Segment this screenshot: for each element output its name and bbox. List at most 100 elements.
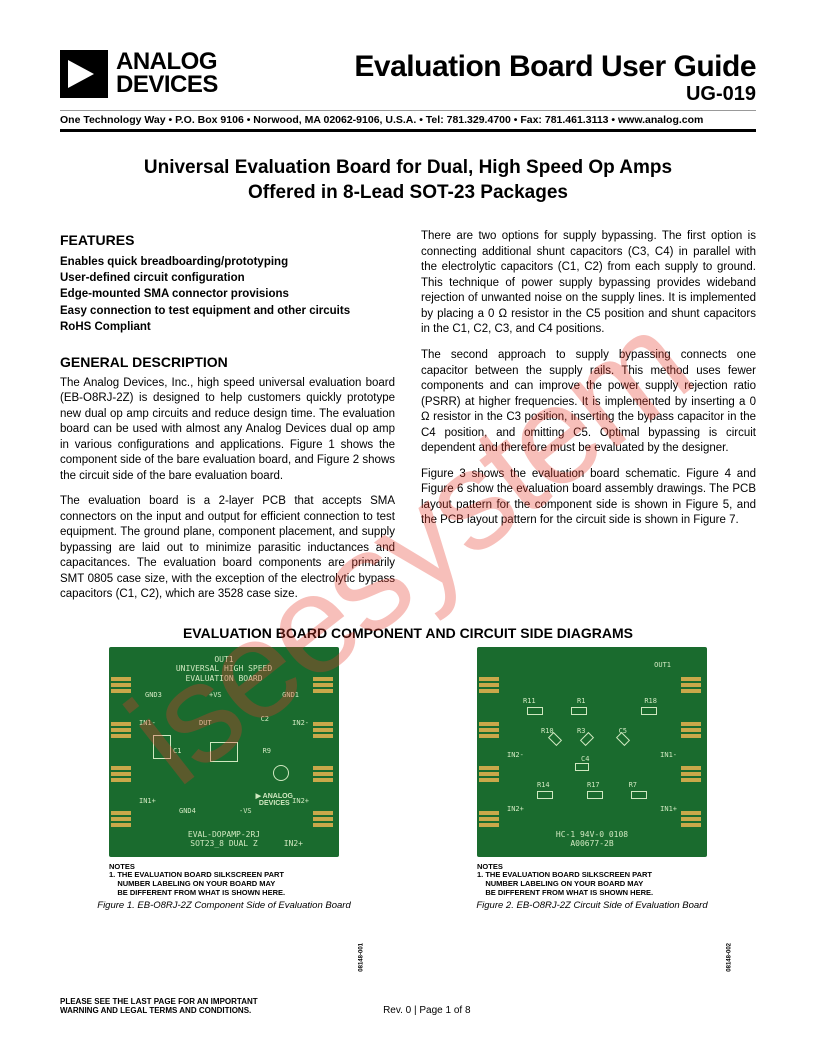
pcb-circuit-side: OUT1 R11 R1 R18 R10 R3 C5 IN2- C4 IN1- R… [477,647,707,857]
pcb-component-side: OUT1 UNIVERSAL HIGH SPEED EVALUATION BOA… [109,647,339,857]
fig1-notes-text: 1. THE EVALUATION BOARD SILKSCREEN PART … [109,870,285,896]
pcb2-b1: HC-1 94V-0 0108 [556,830,628,839]
figure-2-block: OUT1 R11 R1 R18 R10 R3 C5 IN2- C4 IN1- R… [428,647,756,912]
pcb1-gnd1: GND1 [282,691,299,699]
general-heading: GENERAL DESCRIPTION [60,353,395,372]
doc-id: UG-019 [354,83,756,106]
pcb2-comp [527,707,543,715]
footer-w1: PLEASE SEE THE LAST PAGE FOR AN IMPORTAN… [60,997,258,1007]
document-title: Universal Evaluation Board for Dual, Hig… [60,156,756,205]
pcb1-rohs-icon [273,765,289,781]
pcb2-in2m: IN2- [507,751,524,759]
pcb2-comp [548,732,562,746]
pcb2-r1: R1 [577,697,585,705]
fig1-side-code: 08148-001 [359,943,366,972]
pcb1-c2: C2 [261,715,269,723]
features-heading: FEATURES [60,231,395,250]
pcb2-comp [641,707,657,715]
fig2-caption: Figure 2. EB-O8RJ-2Z Circuit Side of Eva… [428,900,756,911]
features-list: Enables quick breadboarding/prototyping … [60,254,395,334]
feature-item: RoHS Compliant [60,319,395,335]
pcb2-r17: R17 [587,781,600,789]
pcb2-b2: A00677-2B [570,839,613,848]
general-p2: The evaluation board is a 2-layer PCB th… [60,494,395,603]
page-container: ANALOG DEVICES Evaluation Board User Gui… [0,0,816,1056]
pcb2-bottom: HC-1 94V-0 0108 A00677-2B [477,830,707,849]
pcb1-in2m: IN2- [292,719,309,727]
page-footer: PLEASE SEE THE LAST PAGE FOR AN IMPORTAN… [60,997,756,1016]
pcb1-t2: UNIVERSAL HIGH SPEED [176,664,272,673]
pcb1-logo-text: ANALOG DEVICES [259,793,293,807]
footer-w2: WARNING AND LEGAL TERMS AND CONDITIONS. [60,1006,258,1016]
pcb2-r14: R14 [537,781,550,789]
pcb2-r18: R18 [644,697,657,705]
pcb1-chip-icon [210,742,238,762]
pcb2-r7: R7 [629,781,637,789]
logo-triangle-icon [60,50,108,98]
figure-1-block: OUT1 UNIVERSAL HIGH SPEED EVALUATION BOA… [60,647,388,912]
pcb1-b2: SOT23_8 DUAL Z [190,839,257,848]
feature-item: Easy connection to test equipment and ot… [60,303,395,319]
pcb1-waste-icon [153,735,171,759]
header-row: ANALOG DEVICES Evaluation Board User Gui… [60,50,756,106]
pcb1-in2p-b: IN2+ [284,839,303,849]
logo-text: ANALOG DEVICES [116,51,218,97]
feature-item: User-defined circuit configuration [60,270,395,286]
pcb2-comp [571,707,587,715]
pcb2-out1: OUT1 [654,661,671,669]
pcb2-comp [587,791,603,799]
pcb1-in2p: IN2+ [292,797,309,805]
pcb1-gnd4: GND4 [179,807,196,815]
pcb1-bottom: EVAL-DOPAMP-2RJ SOT23_8 DUAL Z IN2+ [109,830,339,849]
left-column: FEATURES Enables quick breadboarding/pro… [60,229,395,612]
fig2-notes-text: 1. THE EVALUATION BOARD SILKSCREEN PART … [477,870,653,896]
right-p1: There are two options for supply bypassi… [421,229,756,338]
pcb2-comp [616,732,630,746]
pcb2-comp [631,791,647,799]
pcb1-b1: EVAL-DOPAMP-2RJ [188,830,260,839]
two-column-body: FEATURES Enables quick breadboarding/pro… [60,229,756,612]
pcb2-in2p: IN2+ [507,805,524,813]
pcb2-pads-right [681,647,705,857]
feature-item: Edge-mounted SMA connector provisions [60,286,395,302]
contact-line: One Technology Way • P.O. Box 9106 • Nor… [60,110,756,132]
pcb2-in1m: IN1- [660,751,677,759]
pcb1-in1p: IN1+ [139,797,156,805]
pcb1-title: OUT1 UNIVERSAL HIGH SPEED EVALUATION BOA… [109,655,339,684]
pcb1-r9: R9 [263,747,271,755]
footer-warning: PLEASE SEE THE LAST PAGE FOR AN IMPORTAN… [60,997,258,1016]
pcb1-in1m: IN1- [139,719,156,727]
pcb1-pads-left [111,647,135,857]
pcb2-r3: R3 [577,727,585,735]
pcb1-t3: EVALUATION BOARD [185,674,262,683]
pcb2-comp [575,763,589,771]
right-p2: The second approach to supply bypassing … [421,348,756,457]
pcb2-pads-left [479,647,503,857]
feature-item: Enables quick breadboarding/prototyping [60,254,395,270]
right-p3: Figure 3 shows the evaluation board sche… [421,467,756,529]
logo-block: ANALOG DEVICES [60,50,218,98]
pcb2-r11: R11 [523,697,536,705]
fig1-caption: Figure 1. EB-O8RJ-2Z Component Side of E… [60,900,388,911]
pcb1-vs: +VS [209,691,222,699]
pcb1-c1: C1 [173,747,181,755]
pcb1-mvs: -VS [239,807,252,815]
diagrams-heading: EVALUATION BOARD COMPONENT AND CIRCUIT S… [60,625,756,641]
header-right: Evaluation Board User Guide UG-019 [354,50,756,106]
logo-line2: DEVICES [116,74,218,97]
fig2-notes: NOTES 1. THE EVALUATION BOARD SILKSCREEN… [477,863,707,898]
pcb1-pads-right [313,647,337,857]
title-line2: Offered in 8-Lead SOT-23 Packages [60,181,756,206]
footer-page-info: Rev. 0 | Page 1 of 8 [383,1005,470,1016]
pcb2-comp [537,791,553,799]
pcb1-analog-logo: ▶ ANALOG DEVICES [256,792,293,807]
pcb1-gnd3: GND3 [145,691,162,699]
pcb1-out1: OUT1 [214,655,233,664]
right-column: There are two options for supply bypassi… [421,229,756,612]
doc-type: Evaluation Board User Guide [354,50,756,83]
general-p1: The Analog Devices, Inc., high speed uni… [60,376,395,485]
pcb2-c4: C4 [581,755,589,763]
fig2-side-code: 08148-002 [727,943,734,972]
fig1-notes: NOTES 1. THE EVALUATION BOARD SILKSCREEN… [109,863,339,898]
title-line1: Universal Evaluation Board for Dual, Hig… [60,156,756,181]
